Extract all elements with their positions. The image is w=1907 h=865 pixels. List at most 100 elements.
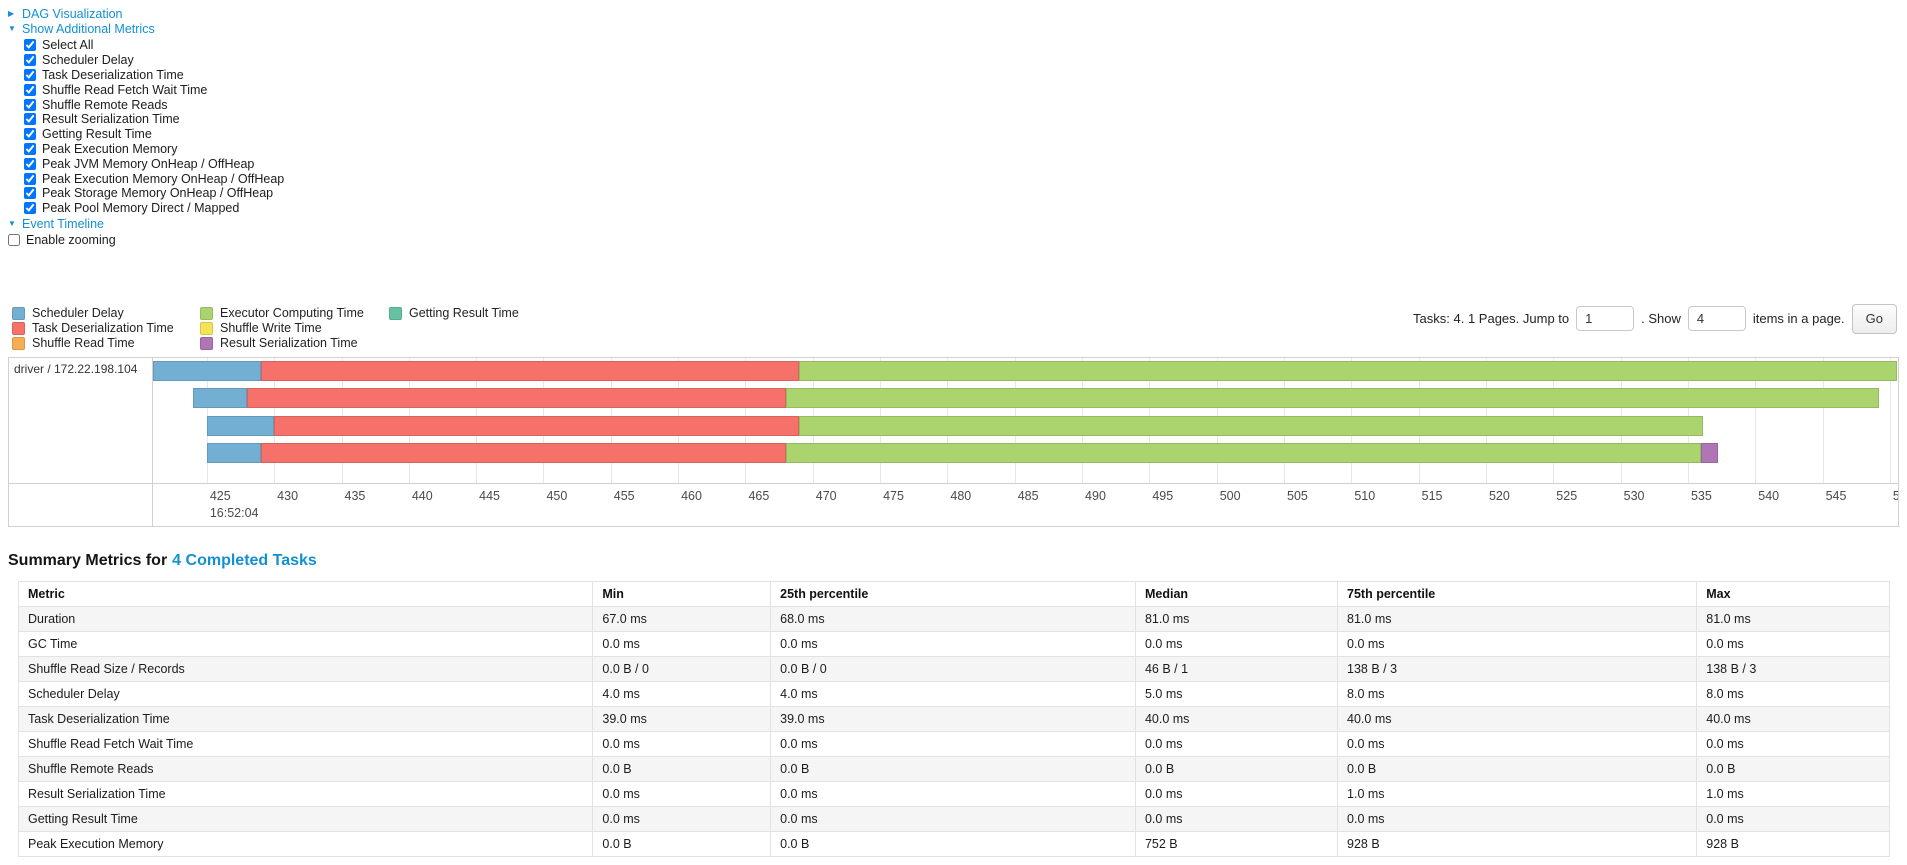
metric-checkbox-label: Peak Execution Memory	[42, 141, 178, 156]
metric-checkbox-item[interactable]: Shuffle Read Fetch Wait Time	[24, 82, 1907, 97]
summary-table-row: Shuffle Read Size / Records 0.0 B / 0 0.0 …	[17, 655, 1890, 682]
event-timeline-legend: Scheduler Delay Task Deserialization Time…	[12, 306, 519, 351]
metric-value-cell: 0.0 B / 0	[770, 655, 1136, 682]
metric-value-cell: 0.0 ms	[1337, 805, 1698, 832]
metric-checkbox[interactable]	[24, 113, 36, 126]
task-bar-segment-scheduler_delay[interactable]	[153, 360, 261, 381]
metric-checkbox-item[interactable]: Select All	[24, 38, 1907, 53]
metric-checkbox[interactable]	[24, 157, 36, 170]
metric-checkbox[interactable]	[24, 54, 36, 67]
task-bar-segment-scheduler_delay[interactable]	[206, 443, 261, 464]
completed-tasks-link[interactable]: 4 Completed Tasks	[172, 551, 317, 569]
task-bar-segment-executor_computing[interactable]	[799, 360, 1897, 381]
items-per-page-input[interactable]	[1687, 306, 1746, 332]
stage-detail-controls: ▶ DAG Visualization ▼ Show Additional Me…	[0, 0, 1907, 248]
summary-column-header: Median	[1134, 580, 1339, 607]
summary-table-row: Peak Execution Memory 0.0 B 0.0 B 752 B 928 …	[17, 830, 1890, 857]
task-bar-segment-executor_computing[interactable]	[785, 443, 1702, 464]
metric-checkbox[interactable]	[24, 39, 36, 52]
task-bar-segment-task_deserialization[interactable]	[260, 443, 786, 464]
legend-label: Shuffle Read Time	[32, 336, 135, 351]
metric-value-cell: 81.0 ms	[1337, 605, 1698, 632]
metric-value-cell: 46 B / 1	[1134, 655, 1339, 682]
axis-tick-label: 480	[950, 488, 972, 503]
metric-value-cell: 0.0 ms	[1696, 730, 1890, 757]
metric-value-cell: 39.0 ms	[592, 705, 772, 732]
metric-value-cell: 4.0 ms	[592, 680, 772, 707]
task-bar-segment-executor_computing[interactable]	[799, 415, 1703, 436]
metric-checkbox-item[interactable]: Peak Storage Memory OnHeap / OffHeap	[24, 186, 1907, 201]
additional-metrics-checkbox-list: Select All Scheduler Delay Task Deserializ…	[8, 36, 1907, 217]
metric-checkbox-item[interactable]: Peak JVM Memory OnHeap / OffHeap	[24, 156, 1907, 171]
metric-value-cell: 81.0 ms	[1134, 605, 1339, 632]
task-bar-segment-task_deserialization[interactable]	[274, 415, 800, 436]
summary-table-row: Shuffle Read Fetch Wait Time 0.0 ms 0.0 ms…	[17, 730, 1890, 757]
metric-checkbox[interactable]	[24, 142, 36, 155]
metric-checkbox-item[interactable]: Scheduler Delay	[24, 53, 1907, 68]
show-additional-metrics-toggle[interactable]: ▼ Show Additional Metrics	[8, 21, 1907, 36]
enable-zooming-control[interactable]: Enable zooming	[8, 232, 1907, 248]
metric-checkbox[interactable]	[24, 83, 36, 96]
task-bar-segment-result_serialization[interactable]	[1701, 443, 1718, 464]
legend-label: Scheduler Delay	[32, 306, 124, 321]
legend-item: Executor Computing Time	[200, 306, 389, 321]
metric-checkbox-item[interactable]: Shuffle Remote Reads	[24, 97, 1907, 112]
metric-checkbox-label: Getting Result Time	[42, 127, 152, 142]
axis-tick-label: 470	[815, 488, 837, 503]
legend-swatch-getting_result	[389, 306, 402, 320]
legend-item: Getting Result Time	[389, 306, 519, 321]
legend-swatch-executor_computing	[200, 306, 213, 320]
metric-value-cell: 0.0 B / 0	[592, 655, 772, 682]
jump-to-page-input[interactable]	[1576, 306, 1635, 332]
metric-checkbox[interactable]	[24, 202, 36, 215]
axis-tick-label: 515	[1421, 488, 1443, 503]
metric-value-cell: 0.0 ms	[1696, 805, 1890, 832]
axis-gridline	[1889, 357, 1891, 483]
metric-name-cell: Duration	[17, 605, 594, 632]
axis-tick-label: 510	[1354, 488, 1376, 503]
axis-tick-label: 500	[1219, 488, 1241, 503]
legend-column: Getting Result Time	[389, 306, 519, 351]
metric-checkbox-label: Peak Pool Memory Direct / Mapped	[42, 201, 240, 216]
metric-checkbox-item[interactable]: Result Serialization Time	[24, 112, 1907, 127]
axis-tick-label: 485	[1017, 488, 1039, 503]
metric-checkbox[interactable]	[24, 172, 36, 185]
metric-value-cell: 138 B / 3	[1337, 655, 1698, 682]
timeline-time-axis: 425 430 435 440 445 450 455 460 465 470 475 480 485 4…	[153, 484, 1898, 526]
enable-zooming-label: Enable zooming	[26, 232, 116, 247]
axis-tick-label: 425	[209, 488, 231, 503]
metric-checkbox[interactable]	[24, 187, 36, 200]
metric-value-cell: 0.0 ms	[1134, 805, 1339, 832]
axis-tick-label: 430	[277, 488, 299, 503]
metric-checkbox[interactable]	[24, 128, 36, 141]
metric-checkbox-item[interactable]: Peak Execution Memory OnHeap / OffHeap	[24, 171, 1907, 186]
metric-checkbox[interactable]	[24, 98, 36, 111]
metric-checkbox-item[interactable]: Task Deserialization Time	[24, 68, 1907, 83]
metric-checkbox-item[interactable]: Getting Result Time	[24, 127, 1907, 142]
go-button[interactable]: Go	[1851, 303, 1897, 334]
metric-checkbox-item[interactable]: Peak Pool Memory Direct / Mapped	[24, 201, 1907, 216]
metric-value-cell: 67.0 ms	[592, 605, 772, 632]
metric-name-cell: Scheduler Delay	[17, 680, 594, 707]
task-bar-segment-scheduler_delay[interactable]	[206, 415, 275, 436]
task-bar-segment-task_deserialization[interactable]	[260, 360, 800, 381]
summary-column-header: 25th percentile	[770, 580, 1136, 607]
event-timeline-toggle[interactable]: ▼ Event Timeline	[8, 217, 1907, 232]
timeline-plot-area[interactable]	[153, 357, 1898, 483]
metric-checkbox[interactable]	[24, 68, 36, 81]
axis-tick-label: 450	[546, 488, 568, 503]
dag-visualization-toggle[interactable]: ▶ DAG Visualization	[8, 6, 1907, 21]
task-bar-segment-scheduler_delay[interactable]	[193, 388, 248, 409]
enable-zooming-checkbox[interactable]	[8, 233, 20, 246]
metric-value-cell: 0.0 B	[592, 830, 772, 857]
summary-table-row: GC Time 0.0 ms 0.0 ms 0.0 ms 0.0 ms 0.0 ms	[17, 630, 1890, 657]
metric-name-cell: Result Serialization Time	[17, 780, 594, 807]
metric-checkbox-item[interactable]: Peak Execution Memory	[24, 142, 1907, 157]
metric-checkbox-label: Shuffle Remote Reads	[42, 97, 168, 112]
task-bar-segment-task_deserialization[interactable]	[247, 388, 786, 409]
axis-tick-label: 445	[479, 488, 500, 503]
metric-value-cell: 0.0 ms	[592, 730, 772, 757]
axis-tick-label: 455	[613, 488, 635, 503]
task-bar-segment-executor_computing[interactable]	[785, 388, 1880, 409]
metric-name-cell: Shuffle Read Size / Records	[17, 655, 594, 682]
